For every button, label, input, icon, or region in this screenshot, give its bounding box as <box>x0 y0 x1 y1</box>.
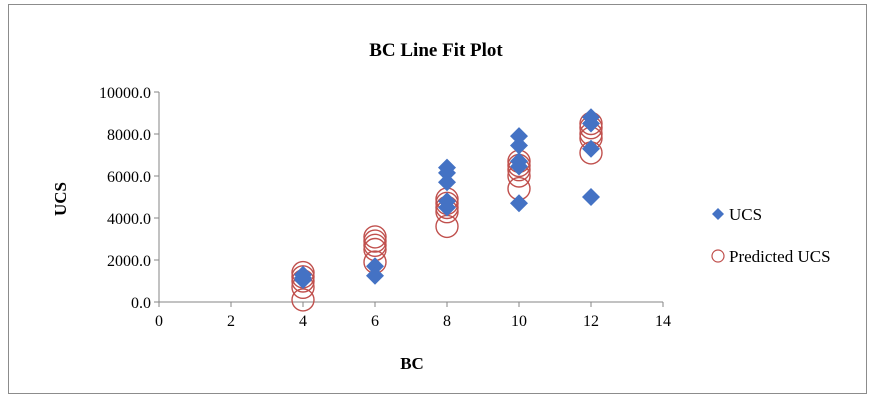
axes: 0 2 4 6 8 10 12 14 0.0 2000.0 4000.0 6000.0 8000.0 10… <box>99 85 671 330</box>
legend-predicted-label: Predicted UCS <box>729 247 831 266</box>
legend-ucs-label: UCS <box>729 205 762 224</box>
legend-ucs-marker-icon <box>712 208 724 220</box>
legend: UCS Predicted UCS <box>711 205 831 266</box>
y-axis-label: UCS <box>51 182 70 216</box>
predicted-ucs-point <box>363 233 387 258</box>
legend-predicted-marker-icon <box>711 249 725 263</box>
ucs-point <box>366 257 384 276</box>
ucs-point <box>510 157 528 176</box>
x-tick-label: 4 <box>299 313 307 330</box>
chart-frame: BC Line Fit Plot UCS BC 0 2 4 6 8 10 12 14 0.0 20… <box>8 4 867 394</box>
ucs-point <box>438 163 456 182</box>
x-tick-label: 10 <box>511 313 527 330</box>
y-tick-label: 10000.0 <box>99 85 151 102</box>
x-tick-label: 14 <box>655 313 671 330</box>
ucs-point <box>510 194 528 213</box>
ucs-point <box>438 198 456 217</box>
y-tick-label: 4000.0 <box>107 211 151 228</box>
ucs-point <box>582 139 600 158</box>
x-tick-label: 2 <box>227 313 235 330</box>
ucs-point <box>582 114 600 133</box>
x-tick-label: 6 <box>371 313 379 330</box>
ucs-point <box>294 270 312 289</box>
ucs-point <box>510 136 528 155</box>
ucs-point <box>366 266 384 285</box>
x-tick-label: 8 <box>443 313 451 330</box>
y-tick-label: 2000.0 <box>107 253 151 270</box>
x-tick-label: 12 <box>583 313 599 330</box>
ucs-point <box>510 127 528 146</box>
y-tick-label: 0.0 <box>131 295 151 312</box>
predicted-ucs-point <box>363 229 387 253</box>
x-tick-label: 0 <box>155 313 163 330</box>
scatter-chart: BC Line Fit Plot UCS BC 0 2 4 6 8 10 12 14 0.0 20… <box>51 40 831 373</box>
chart-title: BC Line Fit Plot <box>369 40 503 61</box>
y-tick-label: 6000.0 <box>107 169 151 186</box>
predicted-ucs-point <box>363 225 387 249</box>
ucs-point <box>438 173 456 192</box>
ucs-point <box>582 188 600 206</box>
data-points <box>291 108 603 312</box>
x-axis-label: BC <box>400 354 424 373</box>
y-tick-label: 8000.0 <box>107 127 151 144</box>
